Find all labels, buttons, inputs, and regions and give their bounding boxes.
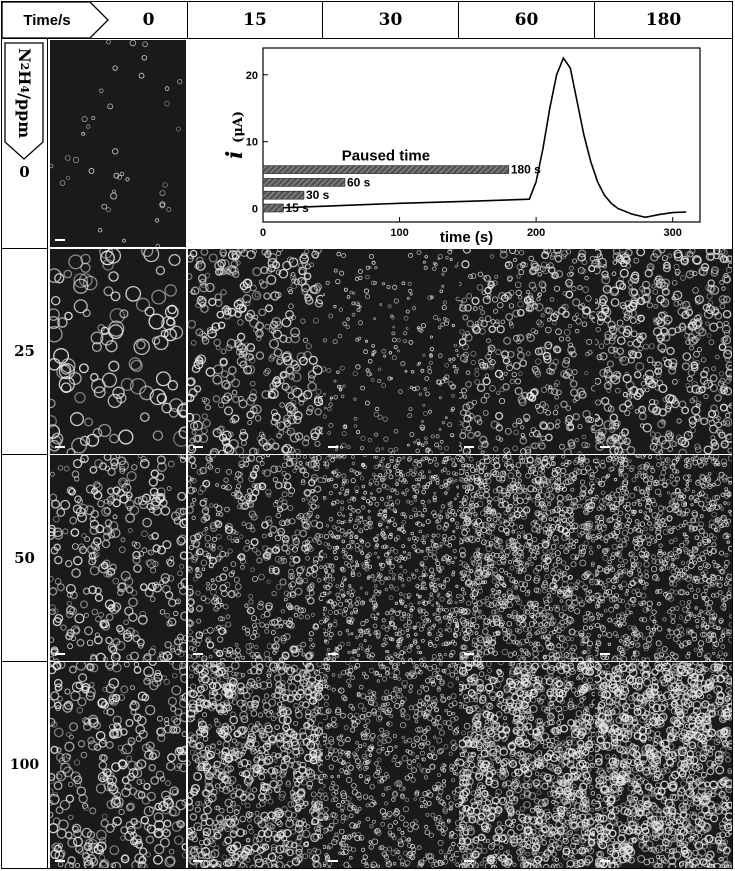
- header-col-15: 15: [188, 2, 323, 38]
- sem-panel-r1-c0: [50, 249, 186, 454]
- sem-panel-r2-c0: [50, 455, 186, 661]
- sem-panel-r2-c2: [323, 455, 459, 661]
- inset-chart: 0 10 20 0 100 200 300 time (s) i (μA) 15 s 30 s 60 …: [188, 40, 732, 247]
- x-axis-label: time (s): [440, 229, 493, 246]
- sem-panel-r2-c1: [188, 455, 323, 661]
- scale-bar: [55, 653, 65, 655]
- row-header-unit: /ppm: [15, 93, 34, 139]
- scale-bar: [600, 446, 610, 448]
- y-axis-symbol: i: [222, 143, 248, 159]
- row-label-100: 100: [9, 757, 40, 773]
- pause-bar-label: 60 s: [347, 175, 371, 189]
- row-label-25: 25: [14, 342, 35, 360]
- x-tick-label: 300: [664, 227, 682, 239]
- sem-panel-r2-c4: [595, 455, 732, 661]
- y-axis-label: i (μA): [222, 111, 248, 159]
- sem-panel-r2-c3: [459, 455, 595, 661]
- row-header-n: N: [15, 48, 34, 63]
- pause-bar-180s: [262, 165, 510, 174]
- x-tick-label: 200: [527, 227, 545, 239]
- sem-panel-r1-c1: [188, 249, 323, 454]
- pause-bar-30s: [262, 190, 305, 200]
- row-header-label: N2H4/ppm: [4, 42, 44, 160]
- paused-time-title: Paused time: [342, 148, 430, 165]
- scale-bar: [464, 446, 474, 448]
- scale-bar: [600, 653, 610, 655]
- header-divider: [1, 38, 733, 39]
- y-axis-unit: (μA): [231, 111, 246, 143]
- header-col-0: 0: [110, 2, 188, 38]
- x-tick-label: 100: [390, 227, 408, 239]
- scale-bar: [55, 446, 65, 448]
- sem-panel-r3-c4: [595, 662, 732, 868]
- sem-panel-r3-c3: [459, 662, 595, 868]
- scale-bar: [328, 860, 338, 862]
- y-tick-label: 0: [252, 204, 258, 216]
- sem-panel-r0-c0: [50, 40, 186, 247]
- scale-bar: [328, 653, 338, 655]
- sem-panel-r1-c4: [595, 249, 732, 454]
- header-col-30: 30: [323, 2, 459, 38]
- pause-bar-label: 30 s: [306, 188, 330, 202]
- scale-bar: [328, 446, 338, 448]
- y-tick-label: 10: [246, 137, 258, 149]
- row-divider-1: [2, 248, 48, 249]
- x-tick-label: 0: [260, 227, 266, 239]
- row-arrow-icon: [4, 42, 44, 160]
- scale-bar: [600, 860, 610, 862]
- row-label-0: 0: [19, 163, 30, 181]
- row-header-sub2: 4: [18, 85, 31, 94]
- scale-bar: [55, 860, 65, 862]
- sem-panel-r3-c2: [323, 662, 459, 868]
- row-divider-3: [2, 661, 48, 662]
- corner-arrow-icon: [2, 2, 109, 38]
- sem-panel-r1-c3: [459, 249, 595, 454]
- header-corner: Time/s: [2, 2, 110, 38]
- time-axis-label: Time/s: [23, 11, 71, 29]
- scale-bar: [55, 239, 65, 241]
- row-divider-2: [2, 454, 48, 455]
- header-col-180: 180: [645, 10, 682, 30]
- sem-panel-r3-c1: [188, 662, 323, 868]
- pause-bar-label: 15 s: [285, 201, 309, 215]
- row-header-h: H: [15, 70, 34, 86]
- scale-bar: [193, 653, 203, 655]
- current-series-line: [262, 56, 687, 219]
- pause-bar-15s: [262, 203, 284, 213]
- header-col-60: 60: [459, 2, 595, 38]
- scale-bar: [464, 653, 474, 655]
- scale-bar: [464, 860, 474, 862]
- label-column-divider: [47, 38, 48, 869]
- scale-bar: [193, 860, 203, 862]
- row-label-50: 50: [14, 548, 35, 567]
- y-tick-label: 20: [246, 70, 258, 82]
- row-header-sub1: 2: [18, 62, 31, 71]
- plot-frame: [262, 47, 701, 223]
- scale-bar: [193, 446, 203, 448]
- sem-panel-r3-c0: [50, 662, 186, 868]
- pause-bar-label: 180 s: [511, 163, 541, 177]
- pause-bar-60s: [262, 178, 346, 187]
- sem-panel-r1-c2: [323, 249, 459, 454]
